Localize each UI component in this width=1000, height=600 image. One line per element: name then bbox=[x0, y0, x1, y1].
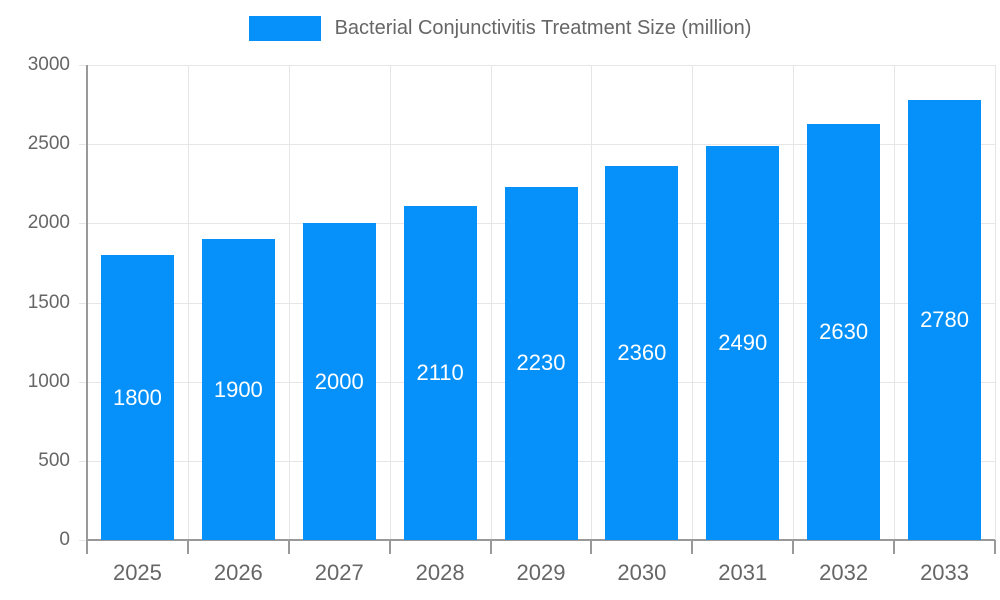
bar bbox=[908, 99, 982, 540]
x-axis-tick-label: 2025 bbox=[112, 560, 162, 585]
bar-value-label: 2360 bbox=[617, 340, 667, 366]
y-axis-tick-label: 2500 bbox=[27, 133, 70, 155]
x-axis-tick bbox=[691, 540, 694, 554]
bar bbox=[302, 223, 376, 540]
x-axis-tick bbox=[994, 540, 996, 554]
x-gridline bbox=[793, 65, 795, 540]
bar bbox=[100, 255, 174, 540]
bar bbox=[403, 205, 477, 540]
legend-item[interactable]: Bacterial Conjunctivitis Treatment Size … bbox=[248, 16, 752, 41]
x-gridline bbox=[692, 65, 694, 540]
bar-value-label: 2490 bbox=[718, 329, 768, 355]
x-axis-tick-label: 2027 bbox=[314, 560, 364, 585]
x-axis-tick-label: 2029 bbox=[516, 560, 566, 585]
x-axis-tick-label: 2030 bbox=[617, 560, 667, 585]
bar bbox=[201, 239, 275, 540]
x-gridline bbox=[389, 65, 391, 540]
y-gridline bbox=[79, 65, 995, 66]
y-axis-tick-label: 0 bbox=[59, 529, 70, 550]
bar-value-label: 1900 bbox=[213, 376, 263, 402]
y-axis-tick-label: 3000 bbox=[27, 54, 70, 75]
x-axis-tick bbox=[590, 540, 593, 554]
x-gridline bbox=[591, 65, 593, 540]
y-axis-tick-label: 500 bbox=[38, 449, 70, 471]
x-gridline bbox=[490, 65, 492, 540]
y-axis-tick-label: 2000 bbox=[27, 212, 70, 234]
x-axis-tick bbox=[893, 540, 896, 554]
x-axis-tick-label: 2033 bbox=[920, 560, 970, 585]
bar-value-label: 2780 bbox=[920, 306, 970, 332]
x-axis-tick-label: 2026 bbox=[213, 560, 263, 585]
y-gridline bbox=[79, 144, 995, 146]
x-axis-tick bbox=[287, 540, 290, 554]
y-axis-tick-label: 1500 bbox=[27, 291, 70, 313]
x-axis-tick bbox=[792, 540, 795, 554]
x-gridline bbox=[288, 65, 290, 540]
bar bbox=[504, 186, 578, 540]
x-axis-tick bbox=[388, 540, 391, 554]
x-axis-tick-label: 2031 bbox=[718, 560, 768, 585]
legend-label: Bacterial Conjunctivitis Treatment Size … bbox=[334, 17, 752, 39]
x-axis-tick-label: 2032 bbox=[819, 560, 869, 585]
bar bbox=[706, 145, 780, 540]
legend-swatch-icon bbox=[248, 16, 321, 41]
bar-value-label: 2000 bbox=[314, 368, 364, 394]
x-axis-tick bbox=[186, 540, 189, 554]
bar-value-label: 2230 bbox=[516, 350, 566, 376]
x-axis-tick bbox=[489, 540, 492, 554]
x-axis-tick-label: 2028 bbox=[415, 560, 465, 585]
x-axis-line bbox=[87, 539, 995, 541]
bar-value-label: 1800 bbox=[112, 384, 162, 410]
y-axis-tick-label: 1000 bbox=[27, 370, 70, 392]
x-gridline bbox=[894, 65, 896, 540]
bar-value-label: 2630 bbox=[819, 318, 869, 344]
bar-value-label: 2110 bbox=[416, 359, 464, 385]
x-gridline bbox=[995, 65, 996, 540]
bar bbox=[605, 166, 679, 540]
y-axis-line bbox=[86, 65, 88, 554]
x-gridline bbox=[187, 65, 189, 540]
legend: Bacterial Conjunctivitis Treatment Size … bbox=[0, 16, 1000, 41]
bar bbox=[807, 123, 881, 540]
